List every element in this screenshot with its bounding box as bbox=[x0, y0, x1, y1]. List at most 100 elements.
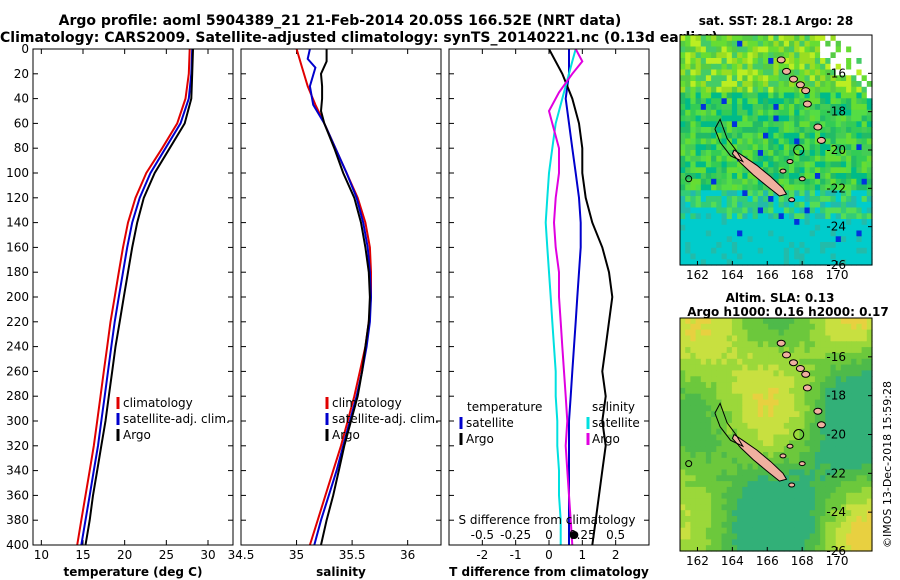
map-cell bbox=[820, 399, 826, 406]
map-cell bbox=[768, 196, 774, 203]
map-cell bbox=[778, 115, 785, 122]
map-cell bbox=[814, 213, 821, 220]
map-cell bbox=[768, 376, 774, 383]
map-cell bbox=[846, 428, 852, 436]
map-cell bbox=[830, 422, 837, 430]
map-cell bbox=[840, 457, 847, 465]
map-cell bbox=[861, 242, 868, 249]
map-cell bbox=[851, 132, 857, 140]
map-cell bbox=[799, 516, 806, 523]
map-cell bbox=[695, 127, 702, 134]
map-cell bbox=[789, 167, 795, 174]
map-cell bbox=[778, 127, 785, 134]
map-cell bbox=[835, 247, 842, 255]
map-cell bbox=[783, 370, 790, 377]
map-cell bbox=[866, 539, 873, 546]
map-cell bbox=[773, 92, 780, 99]
map-cell bbox=[752, 92, 759, 99]
map-cell bbox=[825, 370, 832, 377]
map-cell bbox=[685, 167, 691, 174]
map-cell bbox=[700, 40, 707, 48]
map-cell bbox=[680, 516, 686, 523]
map-cell bbox=[789, 417, 795, 424]
map-cell bbox=[695, 173, 702, 180]
map-cell bbox=[835, 533, 842, 540]
map-cell bbox=[742, 236, 749, 243]
y-tick-label: 320 bbox=[6, 439, 29, 453]
map-cell bbox=[680, 207, 686, 214]
map-cell bbox=[820, 247, 826, 255]
map-cell bbox=[768, 364, 774, 371]
map-cell bbox=[737, 539, 743, 546]
map-cell bbox=[680, 253, 686, 260]
map-cell bbox=[861, 545, 868, 552]
map-cell bbox=[705, 173, 712, 180]
map-cell bbox=[866, 521, 873, 529]
map-cell bbox=[737, 341, 743, 348]
map-cell bbox=[799, 492, 806, 500]
map-cell bbox=[742, 86, 749, 94]
map-cell bbox=[757, 411, 764, 418]
map-cell bbox=[757, 434, 764, 441]
map-cell bbox=[825, 247, 832, 255]
map-cell bbox=[685, 104, 691, 111]
map-cell bbox=[768, 457, 774, 465]
map-cell bbox=[794, 104, 800, 111]
map-cell bbox=[809, 341, 816, 348]
map-cell bbox=[721, 335, 728, 342]
map-cell bbox=[721, 259, 728, 266]
map-cell bbox=[721, 98, 728, 105]
map-cell bbox=[705, 492, 712, 500]
map-cell bbox=[685, 121, 691, 128]
map-cell bbox=[685, 81, 691, 88]
map-cell bbox=[861, 527, 868, 535]
map-cell bbox=[757, 364, 764, 371]
map-cell bbox=[711, 138, 717, 145]
map-cell bbox=[680, 35, 686, 42]
map-cell bbox=[768, 335, 774, 342]
map-cell bbox=[747, 492, 754, 500]
map-cell bbox=[799, 475, 806, 482]
map-cell bbox=[680, 405, 686, 412]
map-cell bbox=[737, 219, 743, 226]
map-cell bbox=[778, 104, 785, 111]
map-cell bbox=[773, 539, 780, 546]
map-cell bbox=[773, 230, 780, 237]
map-cell bbox=[737, 121, 743, 128]
map-cell bbox=[690, 161, 697, 168]
map-cell bbox=[814, 167, 821, 174]
map-cell bbox=[757, 323, 764, 331]
map-cell bbox=[789, 236, 795, 243]
map-cell bbox=[716, 150, 723, 157]
map-cell bbox=[700, 184, 707, 191]
map-cell bbox=[711, 516, 717, 523]
map-cell bbox=[783, 46, 790, 53]
map-cell bbox=[773, 545, 780, 552]
map-cell bbox=[809, 230, 816, 237]
x-tick-label: 0 bbox=[545, 548, 553, 562]
map-cell bbox=[778, 35, 785, 42]
map-cell bbox=[773, 253, 780, 260]
map-cell bbox=[690, 393, 697, 401]
map-cell bbox=[716, 213, 723, 220]
map-cell bbox=[716, 329, 723, 336]
map-cell bbox=[856, 486, 863, 494]
map-cell bbox=[825, 92, 832, 99]
map-cell bbox=[763, 161, 769, 168]
map-cell bbox=[690, 539, 697, 546]
map-cell bbox=[742, 405, 749, 412]
map-cell bbox=[763, 347, 769, 354]
map-cell bbox=[856, 422, 863, 430]
map-cell bbox=[789, 347, 795, 354]
map-cell bbox=[804, 428, 811, 436]
map-cell bbox=[716, 446, 723, 453]
map-cell bbox=[685, 521, 691, 529]
map-cell bbox=[778, 347, 785, 354]
map-cell bbox=[783, 533, 790, 540]
map-cell bbox=[846, 173, 852, 180]
map-cell bbox=[716, 58, 723, 65]
map-y-tick-label: -24 bbox=[826, 220, 846, 234]
map-cell bbox=[705, 115, 712, 122]
map-cell bbox=[840, 428, 847, 436]
